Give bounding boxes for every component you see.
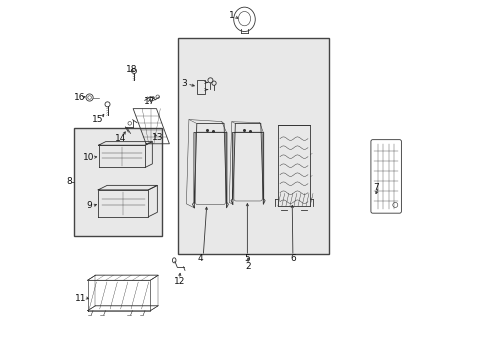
Text: 14: 14	[115, 134, 126, 143]
Text: 11: 11	[74, 294, 86, 303]
Text: 2: 2	[245, 262, 250, 271]
Text: 5: 5	[244, 254, 250, 263]
Text: 15: 15	[92, 115, 104, 124]
Text: 7: 7	[373, 183, 379, 192]
Text: 9: 9	[86, 201, 92, 210]
Text: 12: 12	[173, 276, 184, 285]
Text: 8: 8	[66, 177, 72, 186]
Bar	[197, 80, 204, 94]
Text: 3: 3	[181, 79, 187, 88]
Text: 1: 1	[228, 10, 234, 19]
Text: 13: 13	[152, 133, 163, 142]
Text: 10: 10	[83, 153, 94, 162]
Text: 18: 18	[126, 65, 137, 74]
Text: 6: 6	[289, 254, 295, 263]
Text: 16: 16	[74, 93, 85, 102]
FancyBboxPatch shape	[178, 39, 328, 253]
FancyBboxPatch shape	[74, 128, 162, 235]
Text: 4: 4	[198, 254, 203, 263]
Text: 17: 17	[144, 97, 156, 106]
